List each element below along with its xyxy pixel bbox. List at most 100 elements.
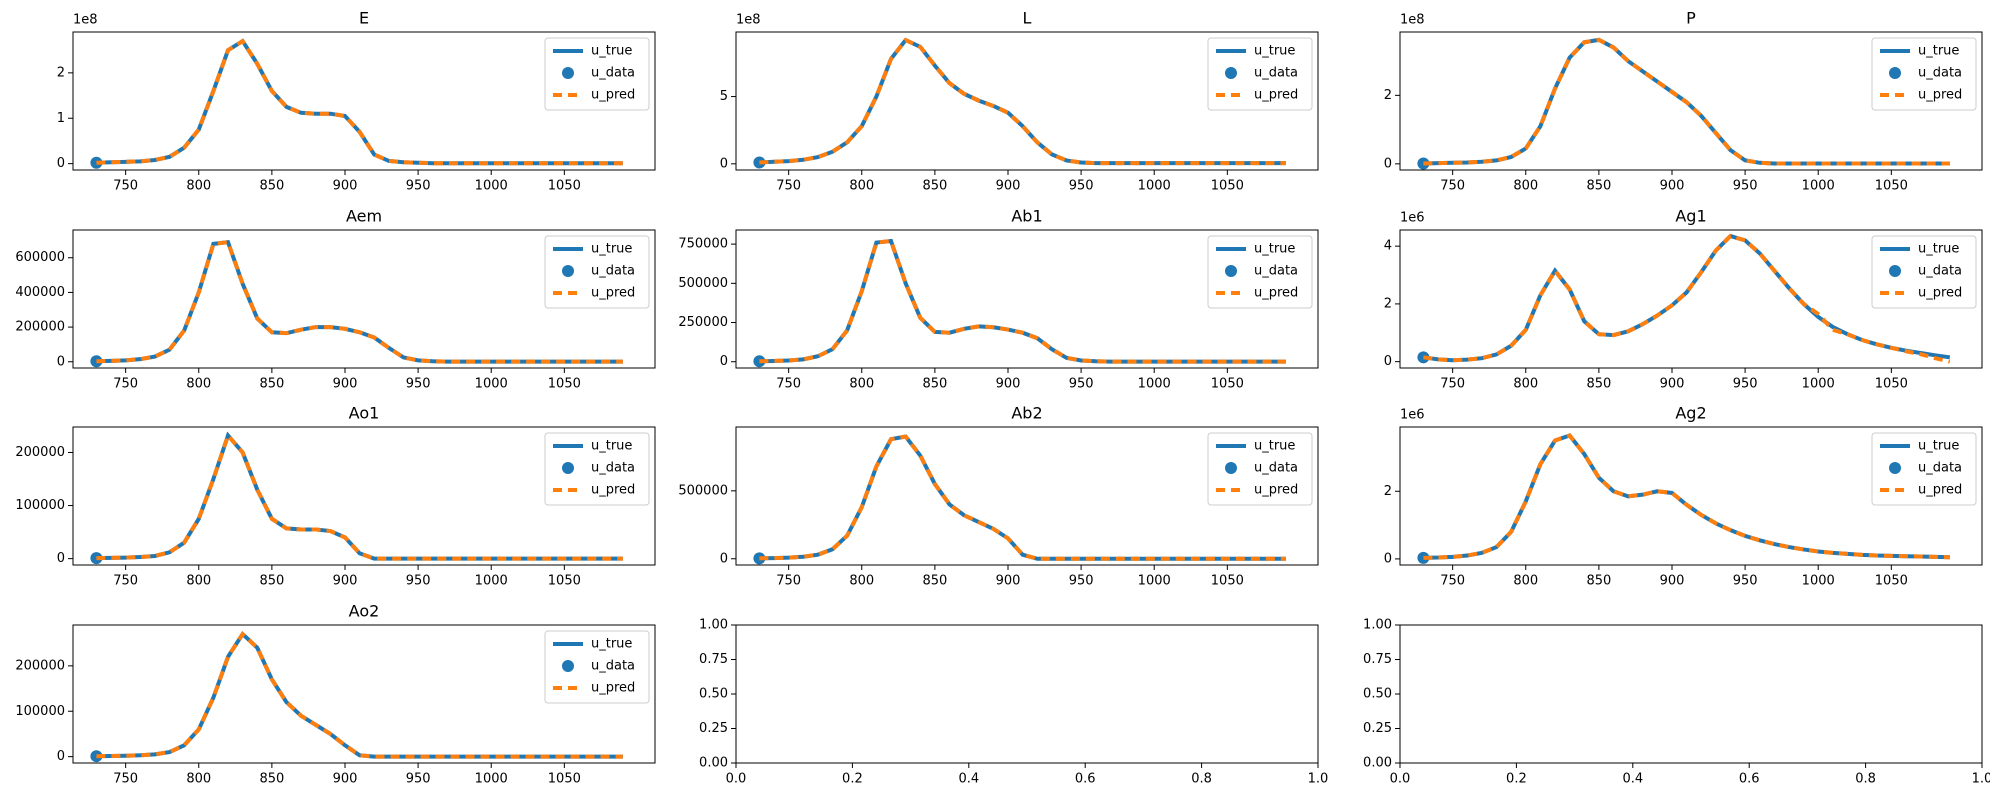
y-tick-label: 0.25 [699, 721, 728, 736]
y-tick-label: 1 [57, 111, 65, 126]
x-tick-label: 900 [333, 377, 358, 392]
legend-label: u_true [1918, 44, 1959, 59]
pred-line [759, 238, 1286, 364]
x-tick-label: 1050 [548, 574, 581, 589]
x-tick-label: 0.0 [726, 772, 747, 787]
x-tick-label: 1000 [475, 377, 508, 392]
legend-label: u_true [591, 637, 632, 652]
x-tick-label: 900 [996, 377, 1021, 392]
true-line [96, 431, 623, 561]
legend-box [1871, 432, 1977, 506]
x-tick-label: 950 [1069, 574, 1094, 589]
x-tick-label: 850 [922, 179, 947, 194]
panel-title: Ag1 [1675, 207, 1706, 226]
data-point [753, 355, 766, 368]
legend-box [544, 235, 650, 309]
pred-line [96, 630, 623, 759]
y-tick-label: 0.75 [1363, 652, 1392, 667]
legend-label: u_true [591, 439, 632, 454]
y-tick-label: 400000 [15, 285, 65, 300]
legend-marker [1889, 265, 1901, 277]
x-tick-label: 1000 [1802, 574, 1835, 589]
offset-label: 1e6 [1400, 408, 1425, 423]
y-tick-label: 0 [1384, 156, 1392, 171]
legend-label: u_true [591, 44, 632, 59]
legend-label: u_data [1254, 264, 1298, 279]
x-tick-label: 950 [1733, 377, 1758, 392]
data-point [1417, 551, 1430, 564]
legend-label: u_data [1254, 461, 1298, 476]
x-tick-label: 1000 [1138, 574, 1171, 589]
y-tick-label: 1.00 [699, 618, 728, 633]
axes-frame [72, 426, 656, 566]
x-tick-label: 750 [1440, 179, 1465, 194]
legend-box [1207, 235, 1313, 309]
x-tick-label: 950 [1069, 377, 1094, 392]
y-tick-label: 750000 [678, 237, 728, 252]
legend-marker [1225, 265, 1237, 277]
y-tick-label: 100000 [15, 704, 65, 719]
x-tick-label: 800 [186, 179, 211, 194]
offset-label: 1e8 [1400, 13, 1425, 28]
legend-label: u_data [1254, 66, 1298, 81]
x-tick-label: 1000 [1802, 377, 1835, 392]
x-tick-label: 850 [922, 377, 947, 392]
y-tick-label: 0 [720, 551, 728, 566]
y-tick-label: 0.50 [1363, 687, 1392, 702]
true-line [1423, 433, 1950, 560]
x-tick-label: 800 [1513, 377, 1538, 392]
legend-label: u_true [1918, 439, 1959, 454]
x-tick-label: 1.0 [1308, 772, 1329, 787]
x-tick-label: 800 [849, 377, 874, 392]
legend-label: u_data [591, 461, 635, 476]
true-line [1423, 233, 1951, 363]
true-line [96, 38, 623, 166]
axes-frame [735, 624, 1319, 764]
data-point [753, 156, 766, 169]
legend-label: u_data [1918, 461, 1962, 476]
legend-box [544, 630, 650, 704]
y-tick-label: 1.00 [1363, 618, 1392, 633]
x-tick-label: 900 [1660, 574, 1685, 589]
pred-line [96, 431, 623, 561]
x-tick-label: 900 [333, 179, 358, 194]
y-tick-label: 100000 [15, 498, 65, 513]
legend-label: u_data [591, 264, 635, 279]
x-tick-label: 1050 [1875, 574, 1908, 589]
legend-label: u_pred [591, 483, 635, 498]
x-tick-label: 1000 [1138, 179, 1171, 194]
y-tick-label: 4 [1384, 239, 1392, 254]
x-tick-label: 1050 [1211, 574, 1244, 589]
legend-label: u_pred [1254, 88, 1298, 103]
x-tick-label: 1000 [1138, 377, 1171, 392]
y-tick-label: 0 [57, 354, 65, 369]
legend-label: u_data [591, 66, 635, 81]
pred-line [1423, 433, 1950, 560]
x-tick-label: 800 [186, 574, 211, 589]
data-point [753, 552, 766, 565]
data-point [90, 156, 103, 169]
legend-marker [1225, 462, 1237, 474]
x-tick-label: 950 [406, 377, 431, 392]
x-tick-label: 950 [1733, 179, 1758, 194]
data-point [90, 552, 103, 565]
pred-line [96, 38, 623, 166]
axes-frame [1399, 426, 1983, 566]
y-tick-label: 500000 [678, 276, 728, 291]
true-line [759, 37, 1286, 166]
x-tick-label: 1050 [548, 377, 581, 392]
legend-label: u_pred [1918, 286, 1962, 301]
x-tick-label: 850 [259, 772, 284, 787]
axes-frame [1399, 624, 1983, 764]
y-tick-label: 200000 [15, 320, 65, 335]
legend-label: u_true [1254, 242, 1295, 257]
x-tick-label: 950 [406, 179, 431, 194]
legend-label: u_data [1918, 66, 1962, 81]
x-tick-label: 750 [113, 574, 138, 589]
y-tick-label: 0.00 [699, 756, 728, 771]
x-tick-label: 1050 [548, 772, 581, 787]
y-tick-label: 0 [57, 749, 65, 764]
legend-label: u_pred [1254, 483, 1298, 498]
x-tick-label: 850 [259, 377, 284, 392]
x-tick-label: 850 [1586, 179, 1611, 194]
